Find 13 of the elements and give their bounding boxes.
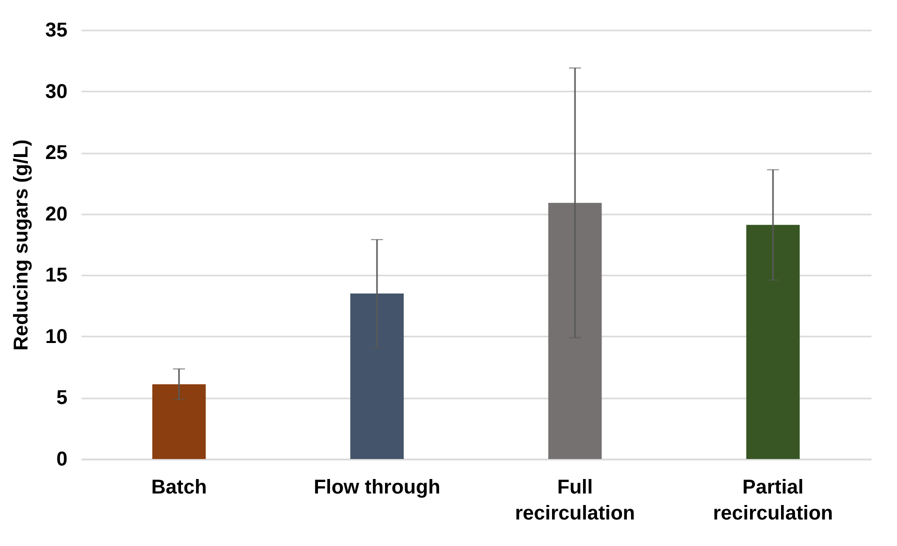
x-tick-label: Partial recirculation	[712, 476, 834, 524]
x-tick-label: Full recirculation	[514, 476, 636, 524]
y-tick-label: 5	[56, 387, 68, 410]
y-tick-label: 25	[45, 142, 68, 164]
y-tick-label: 30	[45, 80, 68, 103]
y-axis-title: Reducing sugars (g/L)	[10, 139, 32, 351]
x-tick-label: Batch	[151, 476, 207, 498]
y-tick-label: 0	[56, 448, 68, 470]
y-tick-label: 20	[45, 203, 68, 226]
y-tick-label: 10	[45, 326, 68, 348]
y-tick-label: 15	[45, 264, 68, 287]
y-tick-label: 35	[45, 20, 68, 42]
x-tick-label: Flow through	[314, 476, 440, 498]
